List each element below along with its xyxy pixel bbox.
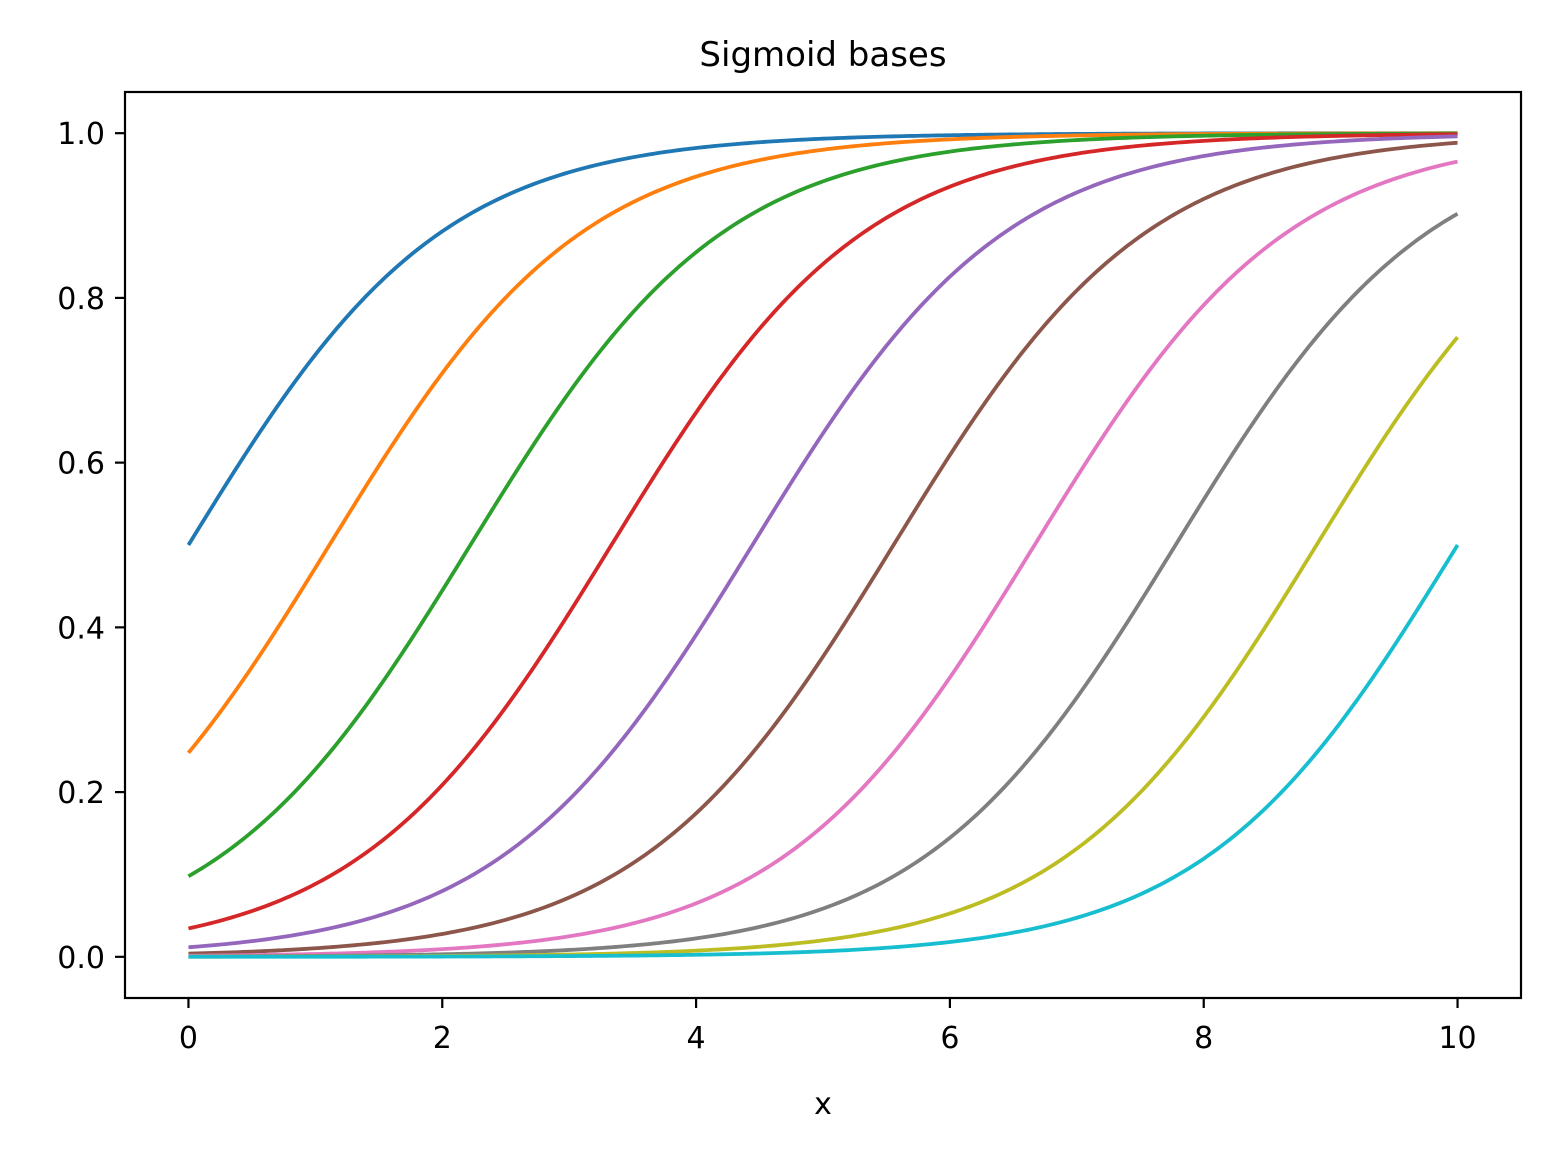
series-line-7	[188, 159, 1458, 958]
x-axis-ticks: 0 2 4 6 8 10	[179, 998, 1477, 1056]
chart-title: Sigmoid bases	[699, 35, 946, 75]
x-tick-label: 4	[687, 1021, 706, 1056]
y-tick-label: 0.4	[57, 611, 105, 646]
x-tick-label: 6	[940, 1021, 959, 1056]
series-line-1	[186, 131, 1458, 546]
series-line-6	[188, 140, 1458, 956]
plot-frame	[123, 90, 1523, 1000]
x-tick-label: 8	[1194, 1021, 1213, 1056]
y-tick-label: 0.8	[57, 282, 105, 317]
y-tick-label: 0.6	[57, 447, 105, 482]
series-line-10	[188, 544, 1460, 959]
y-axis-ticks: 0.0 0.2 0.4 0.6 0.8 1.0	[57, 117, 125, 976]
series-layer	[186, 131, 1460, 959]
x-tick-label: 0	[179, 1021, 198, 1056]
y-tick-label: 0.2	[57, 776, 105, 811]
series-line-3	[187, 131, 1458, 878]
series-line-5	[188, 134, 1458, 950]
y-tick-label: 0.0	[57, 941, 105, 976]
x-axis-label: x	[814, 1087, 832, 1122]
x-tick-label: 2	[433, 1021, 452, 1056]
series-line-4	[188, 132, 1458, 931]
y-tick-label: 1.0	[57, 117, 105, 152]
x-tick-label: 10	[1438, 1021, 1476, 1056]
